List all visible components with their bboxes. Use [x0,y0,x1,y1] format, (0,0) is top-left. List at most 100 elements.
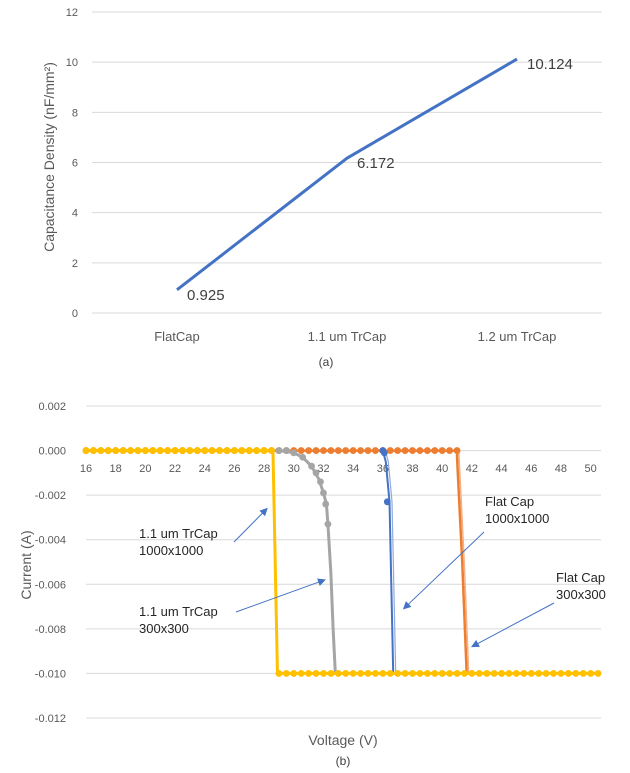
series-trcap-1000-point [520,670,528,677]
chart-b-x-tick-label: 16 [80,463,92,475]
series-flat-cap-300-point [334,447,342,454]
series-trcap-1000-point [423,670,431,677]
chart-a-y-tick-label: 4 [72,208,78,220]
chart-b-annotation-text: 1000x1000 [485,511,549,526]
chart-b-x-tick-label: 44 [495,463,507,475]
series-trcap-1000-point [119,447,127,454]
series-trcap-1000-point [468,670,476,677]
series-flat-cap-300-point [453,447,461,454]
series-trcap-300-point [320,489,327,497]
series-trcap-1000-point [201,447,209,454]
chart-b-x-tick-label: 28 [258,463,270,475]
series-flat-cap-1000-point [383,498,391,506]
series-trcap-1000-point [453,670,461,677]
series-flat-cap-300-point [305,447,313,454]
series-trcap-1000-point [156,447,164,454]
series-flat-cap-300-point [431,447,439,454]
chart-a-data-label: 0.925 [187,287,225,304]
chart-a-data-label: 6.172 [357,155,395,172]
chart-b-x-tick-label: 20 [139,463,151,475]
chart-b-x-tick-label: 22 [169,463,181,475]
chart-b-x-tick-label: 26 [228,463,240,475]
chart-a-capacitance-density: 0 2 4 6 8 10 12 FlatCap 1.1 um TrCap 1.2 um TrCa… [41,7,602,369]
chart-b-x-tick-label: 32 [317,463,329,475]
series-trcap-1000-point [557,670,565,677]
series-trcap-300-point [317,478,324,486]
chart-b-annotation-text: 1000x1000 [139,543,203,558]
series-flat-cap-300-point [438,447,446,454]
series-trcap-1000-point [253,447,261,454]
chart-b-y-tick-label: -0.004 [35,535,66,547]
series-trcap-1000-point [431,670,439,677]
series-trcap-1000-point [104,447,112,454]
series-trcap-300-point [299,453,307,461]
chart-b-y-tick-label: -0.010 [35,668,66,680]
chart-a-y-tick-label: 0 [72,308,78,320]
series-trcap-1000-point [216,447,223,454]
series-trcap-1000-point [446,670,454,677]
series-trcap-1000-point [357,670,364,677]
chart-a-y-tick-label: 2 [72,258,78,270]
series-flat-cap-300-point [372,447,379,454]
series-trcap-1000-point [193,447,201,454]
series-trcap-300-point [290,449,298,457]
series-trcap-1000-point [409,670,416,677]
chart-b-y-tick-label: 0.000 [38,446,66,458]
chart-b-annotation-text: 1.1 um TrCap [139,526,218,541]
series-flat-cap-1000-line-shadow [384,450,397,674]
chart-a-y-tick-label: 8 [72,107,78,119]
series-trcap-1000-point [134,447,142,454]
chart-b-annotation-arrow [402,531,485,610]
series-trcap-1000-point [149,447,157,454]
series-trcap-1000-point [179,447,186,454]
chart-b-x-tick-label: 40 [436,463,448,475]
chart-b-x-tick-label: 38 [406,463,418,475]
series-flat-cap-300-line-shadow [458,450,470,674]
chart-a-y-tick-label: 10 [66,57,78,69]
series-trcap-1000-point [297,670,305,677]
series-trcap-1000-point [320,670,327,677]
series-trcap-1000-point [498,670,505,677]
series-flat-cap-300-point [297,447,305,454]
chart-b-annotation-text: Flat Cap [556,570,605,585]
series-trcap-1000-point [513,670,520,677]
series-trcap-300-point [275,447,283,454]
chart-b-y-tick-label: -0.006 [35,579,66,591]
series-flat-cap-300-point [386,447,394,454]
series-trcap-1000-point [401,670,409,677]
series-flat-cap-300-point [423,447,431,454]
series-trcap-1000-point [349,670,357,677]
chart-b-x-ticks: 16 18 20 22 24 26 28 30 32 34 36 38 40 42 44 46 48 50 [80,463,597,475]
chart-b-x-tick-label: 42 [466,463,478,475]
chart-a-y-tick-label: 6 [72,158,78,170]
series-trcap-1000-point [268,447,275,454]
chart-a-data-labels: 0.925 6.172 10.124 [187,56,573,304]
chart-b-y-tick-label: 0.002 [38,401,66,413]
chart-b-annotation-arrow [235,578,326,613]
series-flat-cap-300-point [446,447,454,454]
series-trcap-1000-point [290,670,298,677]
series-trcap-1000-point [483,670,491,677]
series-trcap-300-point [324,520,332,528]
chart-b-current-voltage: 0.002 0.000 -0.002 -0.004 -0.006 -0.008 -0.010… [18,401,606,768]
series-trcap-1000-point [386,670,394,677]
series-trcap-300-point [282,447,290,454]
series-flat-cap-1000-point [380,449,388,457]
chart-b-x-tick-label: 46 [525,463,537,475]
chart-a-y-ticks: 0 2 4 6 8 10 12 [66,7,78,320]
series-trcap-1000-point [223,447,231,454]
series-flat-cap-300-point [327,447,335,454]
chart-b-annotation-text: 300x300 [139,621,189,636]
series-trcap-1000-point [579,670,587,677]
series-trcap-1000-point [141,447,149,454]
chart-b-x-axis-title: Voltage (V) [308,732,377,748]
series-trcap-1000-point [238,447,246,454]
chart-b-x-tick-label: 48 [555,463,567,475]
chart-b-x-tick-label: 30 [288,463,300,475]
chart-a-caption: (a) [319,355,334,369]
series-trcap-1000-point [231,447,238,454]
series-trcap-1000-point [327,670,335,677]
chart-a-y-tick-label: 12 [66,7,78,19]
series-trcap-1000-point [275,670,283,677]
